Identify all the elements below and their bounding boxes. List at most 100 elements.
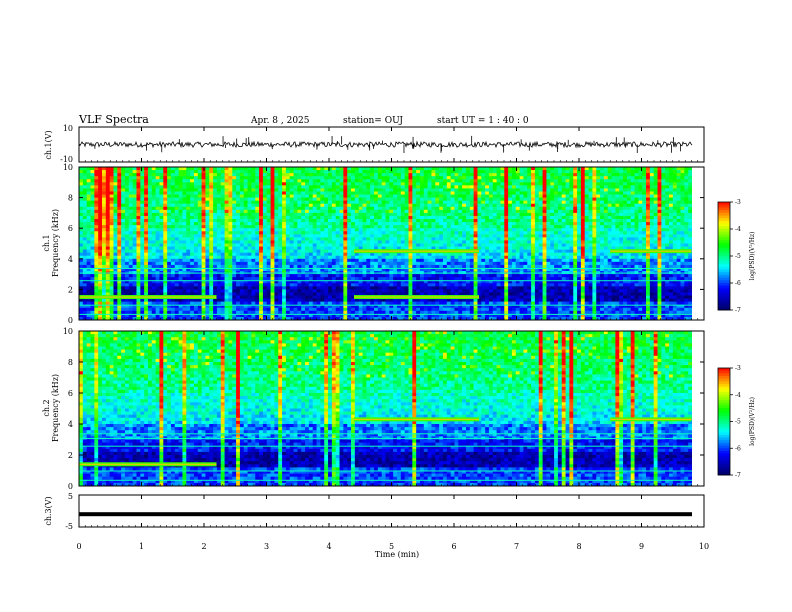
spectrogram-cell [366, 170, 371, 174]
spectrogram-cell [504, 203, 509, 208]
spectrogram-cell [439, 243, 444, 247]
spectrogram-cell [374, 170, 379, 174]
spectrogram-cell [324, 176, 329, 180]
spectrogram-cell [362, 188, 367, 192]
spectrogram-cell [94, 246, 99, 251]
spectrogram-cell [90, 249, 95, 254]
spectrogram-cell [649, 212, 655, 217]
spectrogram-cell [669, 170, 674, 174]
spectrogram-cell [527, 231, 532, 235]
spectrogram-cell [565, 222, 570, 226]
spectrogram-cell [435, 222, 440, 226]
spectrogram-cell [423, 228, 429, 232]
spectrogram-cell [435, 185, 440, 189]
spectrogram-cell [496, 209, 501, 214]
spectrogram-cell [316, 219, 321, 223]
spectrogram-cell [105, 176, 111, 180]
spectrogram-cell [308, 231, 314, 235]
spectrogram-cell [239, 246, 245, 251]
spectrogram-cell [615, 225, 620, 229]
spectrogram-cell [584, 206, 589, 211]
spectrogram-cell [335, 179, 340, 183]
spectrogram-cell [121, 185, 126, 189]
spectrogram-cell [592, 173, 597, 177]
spectrogram-cell [289, 167, 294, 171]
spectrogram-cell [435, 258, 440, 263]
spectrogram-cell [113, 252, 118, 257]
spectrogram-cell [144, 173, 149, 177]
spectrogram-cell [462, 237, 467, 241]
spectrogram-cell [603, 237, 609, 241]
spectrogram-cell [201, 182, 206, 186]
spectrogram-cell [289, 237, 294, 241]
spectrogram-cell [404, 209, 409, 214]
spectrogram-cell [542, 209, 547, 214]
spectrogram-cell [527, 240, 532, 244]
spectrogram-cell [588, 179, 593, 183]
spectrogram-cell [377, 176, 383, 180]
spectrogram-cell [289, 252, 294, 257]
spectrogram-cell [216, 228, 222, 232]
spectrogram-cell [607, 240, 612, 244]
spectrogram-cell [293, 240, 298, 244]
spectrogram-cell [270, 231, 275, 235]
spectrogram-cell [174, 206, 180, 211]
spectrogram-cell [193, 231, 199, 235]
spectrogram-cell [672, 243, 678, 247]
spectrogram-cell [412, 219, 417, 223]
spectrogram-cell [285, 206, 291, 211]
spectrogram-cell [569, 212, 574, 217]
spectrogram-cell [270, 258, 275, 263]
spectrogram-cell [285, 200, 291, 205]
spectrogram-cell [117, 170, 122, 174]
spectrogram-cell [354, 200, 360, 205]
spectrogram-cell [232, 212, 237, 217]
spectrogram-cell [282, 225, 287, 229]
spectrogram-cell [335, 182, 340, 186]
spectrogram-cell [619, 237, 624, 241]
spectrogram-cell [630, 182, 635, 186]
spectrogram-cell [224, 243, 229, 247]
spectrogram-cell [588, 209, 593, 214]
spectrogram-cell [477, 200, 482, 205]
spectrogram-cell [79, 219, 84, 223]
spectrogram-cell [266, 255, 271, 260]
spectrogram-cell [508, 240, 513, 244]
spectrogram-cell [228, 246, 233, 251]
ch1-waveform-panel: 10 -10 ch.1(V) [44, 124, 705, 164]
spectrogram-cell [216, 219, 222, 223]
spectrogram-cell [600, 191, 605, 195]
spectrogram-cell [128, 252, 134, 257]
spectrogram-cell [335, 234, 340, 238]
spectrogram-cell [603, 219, 609, 223]
spectrogram-cell [523, 219, 528, 223]
spectrogram-cell [98, 243, 103, 247]
spectrogram-cell [542, 182, 547, 186]
spectrogram-cell [251, 203, 256, 208]
spectrogram-cell [442, 170, 448, 174]
spectrogram-cell [427, 197, 432, 202]
spectrogram-cell [523, 240, 528, 244]
spectrogram-cell [366, 200, 371, 205]
spectrogram-cell [607, 173, 612, 177]
spectrogram-cell [676, 191, 681, 195]
spectrogram-cell [492, 258, 497, 263]
spectrogram-cell [178, 203, 183, 208]
spectrogram-cell [236, 246, 241, 251]
spectrogram-cell [649, 185, 655, 189]
spectrogram-cell [408, 206, 413, 211]
spectrogram-cell [649, 225, 655, 229]
spectrogram-cell [404, 252, 409, 257]
spectrogram-cell [124, 219, 130, 223]
spectrogram-cell [289, 182, 294, 186]
spectrogram-cell [465, 194, 471, 198]
spectrogram-cell [469, 215, 475, 220]
spectrogram-cell [289, 219, 294, 223]
spectrogram-cell [393, 258, 398, 263]
spectrogram-cell [638, 240, 643, 244]
spectrogram-cell [623, 228, 628, 232]
spectrogram-cell [79, 185, 84, 189]
spectrogram-cell [216, 167, 222, 171]
spectrogram-cell [565, 237, 570, 241]
spectrogram-cell [159, 246, 164, 251]
